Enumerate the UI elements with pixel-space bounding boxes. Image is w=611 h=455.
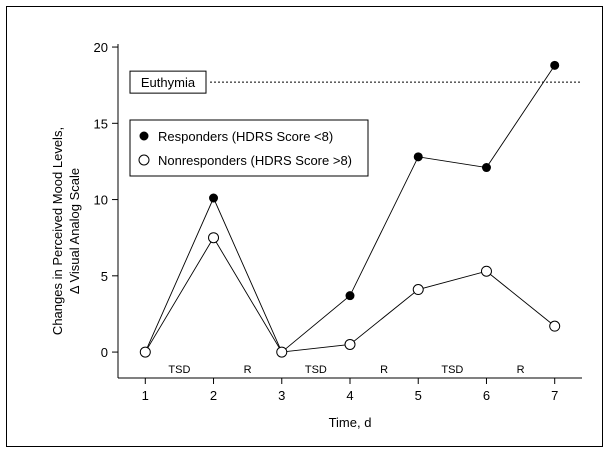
nonresponder-point (208, 232, 220, 244)
nonresponder-point (139, 346, 151, 358)
legend-marker (138, 154, 150, 166)
responder-point (345, 291, 355, 301)
phase-labels: TSD R TSD R TSD R (168, 364, 524, 376)
responder-point (209, 193, 219, 203)
series-responders (140, 60, 560, 357)
x-tick-label: 3 (278, 388, 285, 403)
y-tick-label: 20 (94, 40, 108, 55)
series-line (144, 65, 556, 353)
x-tick-label: 6 (483, 388, 490, 403)
y-axis-label-line-1: Changes in Perceived Mood Levels, (50, 127, 65, 335)
phase-label: TSD (305, 364, 327, 376)
euthymia-label-box (129, 70, 207, 94)
euthymia-label: Euthymia (141, 75, 196, 90)
axes: 0 5 10 15 20 1 2 3 4 5 6 7 (94, 40, 582, 403)
y-tick-label: 5 (101, 269, 108, 284)
y-tick-label: 0 (101, 345, 108, 360)
nonresponder-point (549, 320, 561, 332)
x-tick-label: 7 (551, 388, 558, 403)
x-tick-label: 2 (210, 388, 217, 403)
responder-point (413, 152, 423, 162)
series-nonresponders (139, 232, 561, 358)
nonresponder-point (412, 284, 424, 296)
phase-label: TSD (441, 364, 463, 376)
y-axis-label: Changes in Perceived Mood Levels, Δ Visu… (50, 127, 82, 335)
x-tick-label: 1 (142, 388, 149, 403)
euthymia-reference: Euthymia (129, 70, 582, 94)
nonresponder-point (480, 265, 492, 277)
phase-label: R (244, 364, 252, 376)
phase-label: R (517, 364, 525, 376)
nonresponder-point (344, 338, 356, 350)
legend-box (129, 119, 369, 177)
x-axis-label: Time, d (329, 415, 372, 430)
legend-label: Nonresponders (HDRS Score >8) (158, 153, 352, 168)
responder-point (481, 163, 491, 173)
y-axis-label-line-2: Δ Visual Analog Scale (67, 168, 82, 294)
legend-marker (139, 131, 149, 141)
legend: Responders (HDRS Score <8) Nonresponders … (129, 119, 369, 177)
y-tick-label: 10 (94, 193, 108, 208)
responder-point (550, 60, 560, 70)
x-tick-label: 4 (346, 388, 353, 403)
legend-label: Responders (HDRS Score <8) (158, 129, 333, 144)
phase-label: R (380, 364, 388, 376)
y-tick-label: 15 (94, 116, 108, 131)
x-tick-label: 5 (415, 388, 422, 403)
data-series (139, 60, 561, 358)
figure-frame (6, 6, 603, 447)
phase-label: TSD (168, 364, 190, 376)
nonresponder-point (276, 346, 288, 358)
